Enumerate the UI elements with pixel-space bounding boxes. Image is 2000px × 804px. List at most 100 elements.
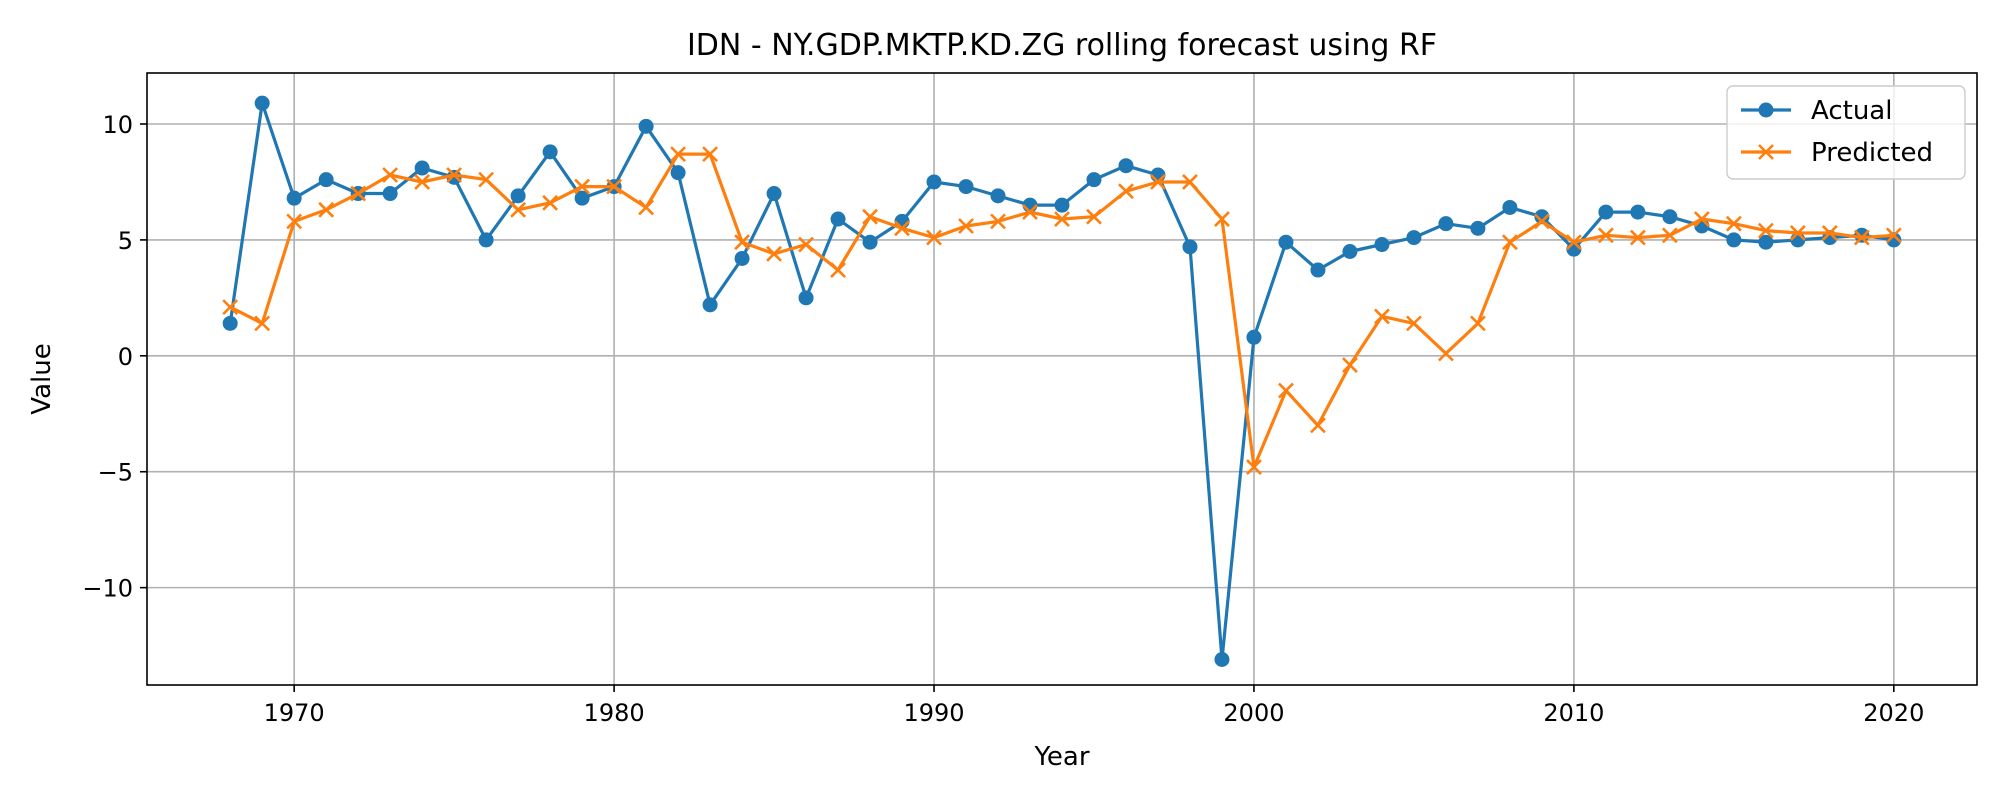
predicted-point (286, 213, 303, 230)
predicted-point (350, 185, 367, 202)
predicted-point (1022, 204, 1038, 221)
actual-point (1118, 158, 1134, 174)
predicted-point (1310, 417, 1326, 434)
predicted-point (254, 315, 271, 332)
actual-point (1438, 216, 1454, 232)
actual-point (1470, 220, 1486, 236)
predicted-point (1725, 215, 1742, 232)
predicted-point (318, 201, 335, 218)
predicted-point (1597, 227, 1614, 244)
x-tick-label: 2000 (1223, 699, 1284, 727)
predicted-point (862, 208, 878, 225)
actual-point (1758, 234, 1774, 250)
y-axis-label: Value (27, 343, 57, 414)
actual-point (830, 211, 846, 227)
actual-point (1534, 209, 1550, 225)
x-tick-label: 2020 (1863, 699, 1924, 727)
y-tick-label: −5 (98, 459, 133, 487)
actual-point (958, 179, 974, 195)
actual-point (638, 118, 654, 134)
predicted-point (478, 171, 495, 188)
predicted-point (1565, 234, 1582, 251)
actual-point (1630, 204, 1646, 220)
predicted-point (638, 199, 655, 216)
predicted-point (1693, 211, 1710, 227)
predicted-point (990, 213, 1006, 230)
predicted-point (1406, 315, 1422, 332)
actual-point (446, 169, 462, 185)
predicted-point (670, 146, 687, 163)
predicted-point (414, 174, 431, 190)
y-tick-label: −10 (82, 575, 133, 603)
predicted-point (894, 220, 910, 237)
series-layer (222, 95, 1902, 667)
predicted-point (1246, 459, 1262, 476)
predicted-point (222, 299, 239, 316)
actual-point (1854, 227, 1870, 243)
predicted-point (926, 229, 942, 246)
actual-point (1662, 209, 1678, 225)
actual-point (510, 188, 526, 204)
actual-point (862, 234, 878, 250)
predicted-point (1757, 222, 1774, 239)
y-tick-label: 5 (118, 227, 133, 255)
predicted-point (1469, 315, 1486, 332)
predicted-point (1150, 174, 1166, 190)
actual-point (1342, 244, 1358, 259)
actual-point (1598, 204, 1614, 220)
actual-point (286, 190, 302, 206)
plot-frame (146, 72, 1978, 686)
actual-point (254, 95, 270, 111)
actual-point (414, 160, 430, 176)
predicted-point (830, 262, 846, 278)
y-tick-label: 10 (102, 111, 133, 139)
actual-point (478, 232, 494, 248)
axis-ticks: 1970 1980 1990 2000 2010 2020 10 5 0 −5 −10 (82, 111, 1924, 727)
predicted-point (1086, 208, 1102, 225)
predicted-point (1182, 174, 1198, 190)
actual-point (1502, 199, 1518, 215)
actual-point (926, 174, 942, 190)
legend-actual-marker (1758, 102, 1774, 118)
predicted-point (734, 234, 750, 251)
x-tick-label: 1990 (903, 699, 964, 727)
actual-point (382, 186, 398, 202)
actual-point (702, 297, 718, 313)
actual-point (1086, 172, 1102, 188)
predicted-point (1533, 213, 1550, 230)
actual-point (1374, 237, 1390, 253)
actual-point (1246, 329, 1262, 345)
actual-point (574, 190, 590, 206)
predicted-point (766, 245, 782, 262)
actual-point (766, 186, 782, 202)
legend-actual-label: Actual (1811, 96, 1892, 126)
x-tick-label: 1970 (264, 699, 325, 727)
chart-title: IDN - NY.GDP.MKTP.KD.ZG rolling forecast… (687, 28, 1437, 63)
actual-point (1054, 197, 1070, 213)
actual-point (1726, 232, 1742, 248)
legend-predicted-label: Predicted (1811, 138, 1933, 168)
predicted-point (542, 194, 559, 211)
predicted-point (1789, 225, 1806, 241)
predicted-point (958, 218, 974, 234)
predicted-point (1501, 234, 1518, 251)
predicted-point (702, 146, 718, 163)
legend-predicted-marker (1758, 144, 1774, 160)
x-tick-label: 2010 (1543, 699, 1604, 727)
actual-point (1182, 239, 1198, 255)
predicted-point (1438, 345, 1454, 362)
predicted-point (1214, 211, 1230, 227)
actual-point (1310, 262, 1326, 278)
actual-point (1406, 230, 1422, 246)
predicted-point (1342, 357, 1358, 374)
y-tick-label: 0 (118, 343, 133, 371)
predicted-point (382, 167, 399, 183)
predicted-point (1853, 229, 1870, 246)
predicted-point (1118, 183, 1134, 200)
actual-point (798, 290, 814, 306)
legend-entries: Actual Predicted (1741, 96, 1933, 168)
predicted-point (1661, 227, 1678, 244)
actual-point (222, 315, 238, 331)
